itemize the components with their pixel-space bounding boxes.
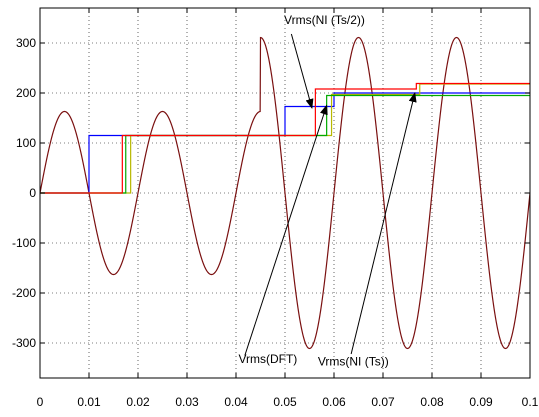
x-tick-label: 0 bbox=[37, 395, 44, 409]
y-tick-label: 100 bbox=[16, 136, 36, 150]
y-tick-label: -300 bbox=[12, 336, 36, 350]
x-tick-label: 0.08 bbox=[420, 395, 444, 409]
x-tick-label: 0.03 bbox=[175, 395, 199, 409]
annotation-label-2: Vrms(DFT) bbox=[238, 352, 297, 366]
annotation-label-1: Vrms(NI (Ts/2)) bbox=[284, 13, 365, 27]
x-tick-label: 0.09 bbox=[469, 395, 493, 409]
series-line-2 bbox=[40, 83, 530, 194]
annotation-arrow-2 bbox=[244, 104, 328, 356]
x-tick-label: 0.1 bbox=[522, 395, 539, 409]
y-tick-label: 200 bbox=[16, 86, 36, 100]
x-tick-label: 0.06 bbox=[322, 395, 346, 409]
plot-lines bbox=[40, 36, 530, 350]
series-line-3 bbox=[40, 94, 530, 194]
x-tick-label: 0.04 bbox=[224, 395, 248, 409]
annotation-arrow-1 bbox=[290, 33, 314, 109]
x-tick-label: 0.07 bbox=[371, 395, 395, 409]
x-tick-label: 0.01 bbox=[77, 395, 101, 409]
ticks: 0 0.01 0.02 0.03 0.04 0.05 0.06 0.07 0.08 0.09 0.1… bbox=[12, 8, 539, 409]
annotations: Vrms(NI (Ts/2)) Vrms(DFT) Vrms(NI (Ts)) bbox=[238, 13, 417, 369]
annotation-arrow-3 bbox=[350, 92, 417, 355]
y-tick-label: 0 bbox=[29, 186, 36, 200]
y-tick-label: 300 bbox=[16, 36, 36, 50]
x-tick-label: 0.02 bbox=[126, 395, 150, 409]
series-line-4 bbox=[40, 82, 530, 194]
x-tick-label: 0.05 bbox=[273, 395, 297, 409]
y-tick-label: -200 bbox=[12, 286, 36, 300]
y-tick-label: -100 bbox=[12, 236, 36, 250]
waveform-line bbox=[40, 36, 530, 350]
annotation-label-3: Vrms(NI (Ts)) bbox=[318, 355, 389, 369]
